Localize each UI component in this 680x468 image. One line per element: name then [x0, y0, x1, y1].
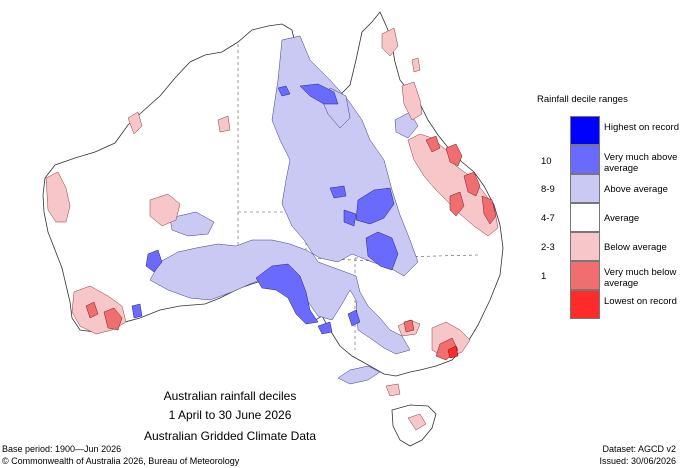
very-much-above-average-areas [131, 83, 399, 335]
below-average-areas [45, 27, 499, 431]
map-title-line-2: 1 April to 30 June 2026 [168, 408, 292, 422]
lowest-on-record-areas [447, 345, 459, 359]
legend-swatch-below [570, 232, 600, 261]
copyright-notice: © Commonwealth of Australia 2026, Bureau… [2, 456, 240, 466]
legend-label-highest: Highest on record [604, 122, 679, 133]
legend-label-lowest: Lowest on record [604, 296, 677, 307]
legend-label-below: Below average [604, 242, 667, 253]
legend-code-above: 8-9 [541, 184, 555, 195]
legend-label-above: Above average [604, 184, 668, 195]
legend-code-very-much-below: 1 [541, 271, 547, 282]
map-title-line-1: Australian rainfall deciles [163, 389, 297, 403]
dataset-label: Dataset: AGCD v2 [602, 444, 676, 454]
legend-label-very-much-above: Very much above average [604, 152, 678, 174]
legend-code-average: 4-7 [541, 213, 555, 224]
legend-code-below: 2-3 [541, 242, 555, 253]
map-title-line-3: Australian Gridded Climate Data [143, 429, 317, 443]
legend-swatch-highest [570, 116, 600, 145]
legend-label-very-much-below: Very much below average [604, 267, 677, 289]
legend-label-average: Average [604, 213, 640, 224]
legend-swatch-lowest [570, 290, 600, 319]
very-much-below-average-areas [85, 135, 497, 361]
legend-code-very-much-above: 10 [541, 156, 552, 167]
legend-swatch-very-much-below [570, 261, 600, 290]
base-period: Base period: 1900—Jun 2026 [2, 444, 122, 454]
legend-swatch-very-much-above [570, 145, 600, 174]
legend-swatch-average [570, 203, 600, 232]
legend-title: Rainfall decile ranges [537, 94, 628, 105]
legend-swatch-above [570, 174, 600, 203]
issued-date: Issued: 30/06/2026 [599, 456, 676, 466]
mainland-australia [42, 11, 504, 377]
